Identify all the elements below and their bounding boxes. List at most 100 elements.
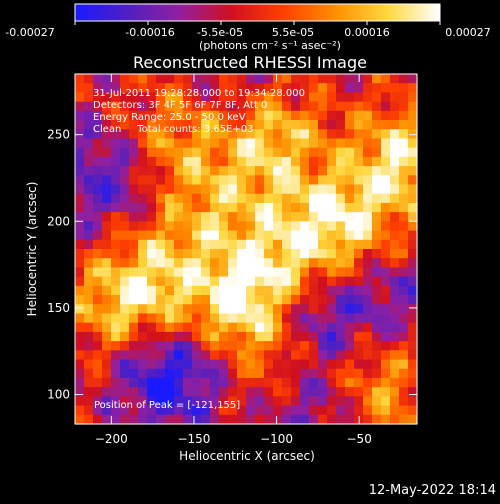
heatmap-cell (399, 212, 409, 222)
heatmap-cell (300, 129, 310, 140)
heatmap-cell (183, 350, 193, 361)
heatmap-cell (291, 377, 301, 388)
heatmap-cell (309, 110, 319, 121)
heatmap-cell (138, 249, 148, 259)
heatmap-cell (102, 258, 112, 269)
heatmap-cell (273, 193, 283, 204)
heatmap-cell (282, 147, 292, 158)
heatmap-cell (237, 74, 247, 84)
heatmap-cell (93, 230, 103, 241)
heatmap-cell (174, 175, 184, 186)
heatmap-cell (381, 322, 391, 333)
heatmap-cell (255, 230, 265, 241)
heatmap-cell (363, 377, 373, 388)
heatmap-cell (390, 92, 400, 103)
heatmap-cell (228, 120, 238, 130)
heatmap-cell (93, 110, 103, 121)
heatmap-cell (183, 295, 193, 305)
heatmap-cell (282, 304, 292, 315)
heatmap-cell (399, 396, 409, 407)
heatmap-cell (210, 359, 220, 370)
heatmap-cell (255, 377, 265, 388)
heatmap-cell (102, 110, 112, 121)
heatmap-cell (84, 184, 94, 195)
heatmap-cell (156, 322, 166, 333)
heatmap-cell (408, 359, 418, 370)
heatmap-cell (291, 322, 301, 333)
heatmap-cell (336, 156, 346, 167)
heatmap-cell (390, 74, 400, 84)
heatmap-cell (210, 414, 220, 425)
heatmap-cell (165, 377, 175, 388)
heatmap-cell (201, 258, 211, 269)
heatmap-cell (75, 405, 85, 416)
heatmap-cell (282, 221, 292, 232)
heatmap-cell (372, 341, 382, 351)
heatmap-cell (138, 166, 148, 176)
heatmap-cell (399, 414, 409, 425)
heatmap-cell (291, 249, 301, 259)
heatmap-cell (156, 285, 166, 296)
heatmap-cell (282, 396, 292, 407)
heatmap-cell (318, 230, 328, 241)
heatmap-cell (336, 322, 346, 333)
heatmap-cell (273, 212, 283, 222)
heatmap-cell (192, 295, 202, 305)
heatmap-cell (183, 230, 193, 241)
heatmap-cell (174, 368, 184, 379)
heatmap-cell (237, 368, 247, 379)
heatmap-cell (363, 331, 373, 342)
heatmap-cell (336, 350, 346, 361)
heatmap-cell (336, 92, 346, 103)
heatmap-cell (237, 313, 247, 324)
heatmap-cell (93, 258, 103, 269)
heatmap-cell (273, 239, 283, 250)
heatmap-cell (390, 120, 400, 130)
heatmap-cell (309, 285, 319, 296)
heatmap-cell (201, 83, 211, 94)
heatmap-cell (210, 166, 220, 176)
heatmap-cell (156, 156, 166, 167)
peak-position-label: Position of Peak = [-121,155] (94, 400, 240, 411)
heatmap-cell (354, 295, 364, 305)
heatmap-cell (345, 230, 355, 241)
heatmap-cell (408, 193, 418, 204)
heatmap-cell (327, 175, 337, 186)
heatmap-cell (102, 405, 112, 416)
heatmap-cell (354, 285, 364, 296)
heatmap-cell (84, 295, 94, 305)
heatmap-cell (408, 147, 418, 158)
heatmap-cell (102, 304, 112, 315)
heatmap-cell (174, 414, 184, 425)
heatmap-cell (147, 239, 157, 250)
heatmap-cell (363, 120, 373, 130)
heatmap-cell (93, 156, 103, 167)
heatmap-cell (138, 304, 148, 315)
heatmap-cell (372, 387, 382, 397)
heatmap-cell (210, 396, 220, 407)
heatmap-cell (228, 322, 238, 333)
heatmap-cell (84, 331, 94, 342)
heatmap-cell (210, 120, 220, 130)
heatmap-cell (228, 129, 238, 140)
heatmap-cell (345, 221, 355, 232)
heatmap-cell (120, 110, 130, 121)
heatmap-cell (201, 202, 211, 213)
heatmap-cell (273, 249, 283, 259)
heatmap-cell (399, 387, 409, 397)
heatmap-cell (399, 110, 409, 121)
heatmap-cell (156, 368, 166, 379)
heatmap-cell (129, 175, 139, 186)
heatmap-cell (327, 83, 337, 94)
heatmap-cell (192, 258, 202, 269)
heatmap-cell (309, 304, 319, 315)
heatmap-cell (102, 387, 112, 397)
heatmap-cell (372, 258, 382, 269)
heatmap-cell (327, 129, 337, 140)
heatmap-cell (273, 92, 283, 103)
heatmap-cell (336, 175, 346, 186)
heatmap-cell (237, 341, 247, 351)
heatmap-cell (327, 313, 337, 324)
heatmap-cell (300, 276, 310, 287)
heatmap-cell (93, 83, 103, 94)
